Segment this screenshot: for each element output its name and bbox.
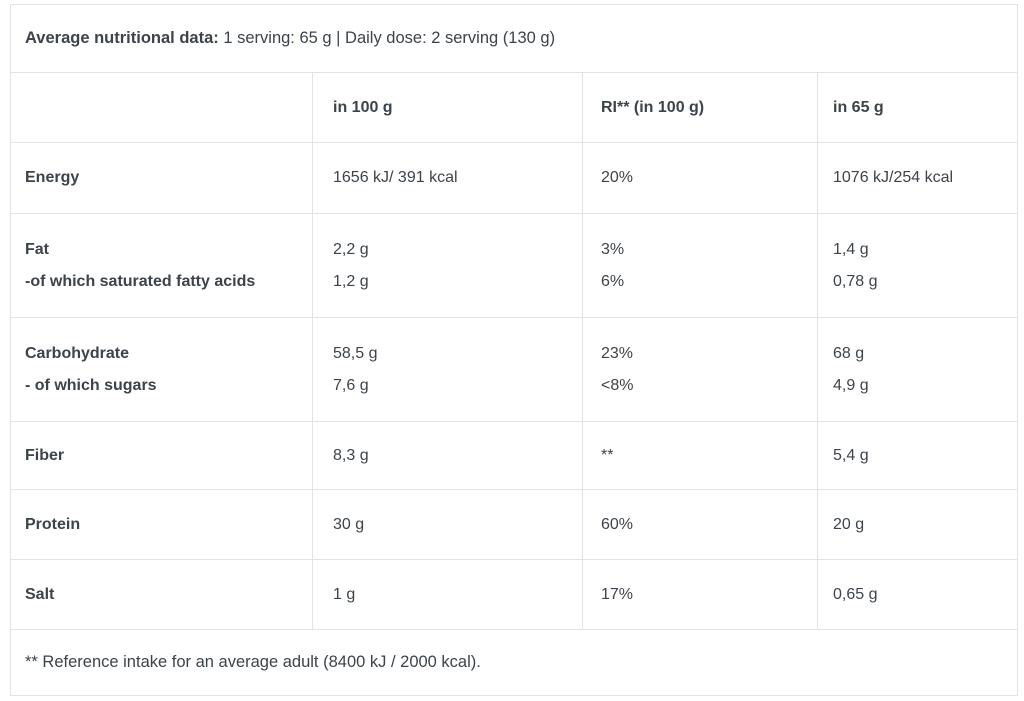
table-row-fiber: Fiber 8,3 g ** 5,4 g [10, 421, 1018, 490]
value-per-100g: 8,3 g [333, 446, 369, 464]
table-row-fat: Fat -of which saturated fatty acids 2,2 … [10, 213, 1018, 318]
caption-detail: 1 serving: 65 g | Daily dose: 2 serving … [218, 29, 556, 47]
value-ri: ** [601, 446, 614, 464]
value-per-100g: 58,5 g [333, 344, 378, 362]
row-sublabel: -of which saturated fatty acids [25, 272, 256, 290]
table-row-salt: Salt 1 g 17% 0,65 g [10, 559, 1018, 630]
column-header-row: in 100 g RI** (in 100 g) in 65 g [10, 72, 1018, 143]
value-ri: 17% [601, 585, 634, 603]
value-per-65g: 4,9 g [833, 376, 869, 394]
value-per-65g: 20 g [833, 515, 865, 533]
value-per-65g: 1076 kJ/254 kcal [833, 169, 954, 186]
row-label: Fiber [25, 446, 65, 464]
value-per-100g: 2,2 g [333, 240, 369, 258]
value-ri: <8% [601, 376, 634, 394]
value-per-100g: 1 g [333, 585, 356, 603]
column-header-empty [10, 72, 313, 143]
row-sublabel: - of which sugars [25, 376, 157, 394]
row-label: Energy [25, 169, 80, 186]
table-row-protein: Protein 30 g 60% 20 g [10, 489, 1018, 560]
value-per-65g: 1,4 g [833, 240, 869, 258]
value-ri: 60% [601, 515, 634, 533]
value-ri: 3% [601, 240, 625, 258]
table-row-carbohydrate: Carbohydrate - of which sugars 58,5 g 7,… [10, 317, 1018, 422]
table-row-energy: Energy 1656 kJ/ 391 kcal 20% 1076 kJ/254… [10, 142, 1018, 214]
value-per-100g: 7,6 g [333, 376, 369, 394]
column-header-in-65g: in 65 g [817, 72, 1018, 143]
value-ri: 6% [601, 272, 625, 290]
value-per-65g: 5,4 g [833, 446, 869, 464]
column-header-ri: RI** (in 100 g) [582, 72, 818, 143]
value-per-100g: 1,2 g [333, 272, 369, 290]
nutrition-table: Average nutritional data: 1 serving: 65 … [10, 4, 1018, 696]
row-label: Fat [25, 240, 49, 258]
footnote-row: ** Reference intake for an average adult… [10, 629, 1018, 696]
value-per-100g: 1656 kJ/ 391 kcal [333, 169, 458, 186]
value-per-65g: 68 g [833, 344, 865, 362]
value-per-65g: 0,78 g [833, 272, 878, 290]
table-footnote: ** Reference intake for an average adult… [10, 629, 1018, 696]
row-label: Salt [25, 585, 55, 603]
table-caption: Average nutritional data: 1 serving: 65 … [10, 4, 1018, 73]
column-header-in-100g: in 100 g [312, 72, 583, 143]
value-per-100g: 30 g [333, 515, 365, 533]
value-ri: 23% [601, 344, 634, 362]
caption-title: Average nutritional data: [25, 29, 219, 47]
row-label: Carbohydrate [25, 344, 130, 362]
value-ri: 20% [601, 169, 634, 186]
caption-row: Average nutritional data: 1 serving: 65 … [10, 4, 1018, 73]
row-label: Protein [25, 515, 81, 533]
value-per-65g: 0,65 g [833, 585, 878, 603]
